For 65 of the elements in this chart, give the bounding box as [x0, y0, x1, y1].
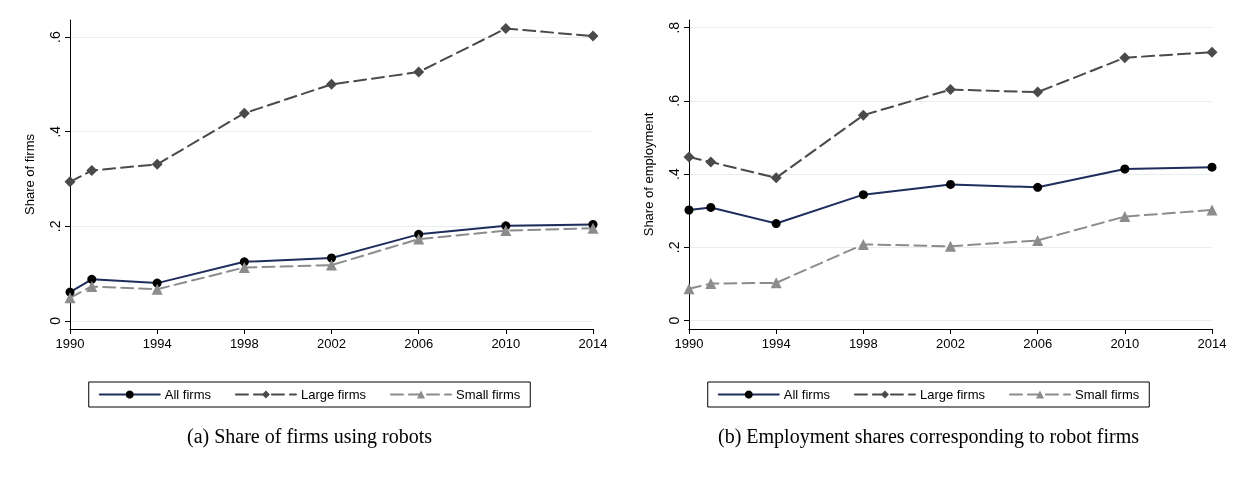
- point: [705, 156, 717, 168]
- x-tick-label: 1994: [142, 336, 172, 351]
- point: [705, 278, 717, 290]
- y-axis-title: Share of firms: [22, 133, 37, 215]
- point: [945, 240, 956, 252]
- point: [1119, 52, 1131, 64]
- point: [770, 277, 782, 289]
- text: (a) Share of firms using robots: [186, 425, 433, 448]
- y-tick-label: .6: [47, 30, 63, 43]
- y-axis-title: Share of employment: [641, 112, 656, 237]
- x-tick-label: 2002: [317, 336, 346, 351]
- legend-label: All firms: [164, 387, 212, 402]
- point: [857, 238, 869, 250]
- legend-label: Small firms: [1074, 387, 1140, 402]
- x-tick-label: 2014: [1197, 336, 1227, 351]
- point: [1206, 204, 1218, 216]
- point: [238, 107, 250, 119]
- x-tick-label: 1998: [848, 336, 878, 351]
- point: [64, 292, 76, 304]
- y-tick-label: .2: [666, 241, 682, 254]
- point: [86, 280, 98, 292]
- point: [64, 176, 76, 188]
- x-tick-label: 1990: [674, 336, 704, 351]
- point: [326, 78, 337, 90]
- y-tick-label: .6: [666, 94, 682, 107]
- y-tick-label: .2: [47, 220, 63, 233]
- point: [683, 283, 695, 295]
- x-tick-label: 2010: [1110, 336, 1140, 351]
- x-tick-label: 2002: [936, 336, 965, 351]
- y-tick-label: .8: [666, 21, 682, 34]
- point: [151, 158, 163, 170]
- point: [587, 222, 599, 234]
- point: [413, 233, 425, 245]
- point: [151, 283, 163, 295]
- x-tick-label: 2006: [1023, 336, 1053, 351]
- point: [1119, 211, 1131, 223]
- point: [500, 23, 512, 35]
- point: [500, 225, 512, 237]
- point: [587, 30, 599, 42]
- x-tick-label: 2014: [578, 336, 608, 351]
- legend-label: Large firms: [300, 387, 367, 402]
- x-tick-label: 1990: [55, 336, 85, 351]
- x-tick-label: 1998: [229, 336, 259, 351]
- y-tick-label: 0: [47, 316, 63, 325]
- point: [413, 66, 425, 78]
- legend-label: Small firms: [455, 387, 521, 402]
- y-tick-label: .4: [666, 168, 682, 180]
- point: [238, 261, 250, 273]
- point: [1032, 234, 1044, 246]
- y-tick-label: 0: [666, 316, 682, 325]
- point: [770, 172, 782, 184]
- point: [1032, 86, 1044, 98]
- legend-label: All firms: [783, 387, 831, 402]
- point: [857, 109, 869, 121]
- point: [86, 164, 98, 176]
- y-tick-label: .4: [47, 125, 63, 138]
- point: [683, 151, 695, 163]
- point: [1206, 46, 1218, 58]
- x-tick-label: 2010: [491, 336, 521, 351]
- point: [326, 259, 337, 271]
- x-tick-label: 1994: [761, 336, 791, 351]
- x-tick-label: 2006: [404, 336, 434, 351]
- point: [945, 84, 956, 96]
- legend-label: Large firms: [919, 387, 986, 402]
- text: (b) Employment shares corresponding to robot firms: [717, 425, 1140, 448]
